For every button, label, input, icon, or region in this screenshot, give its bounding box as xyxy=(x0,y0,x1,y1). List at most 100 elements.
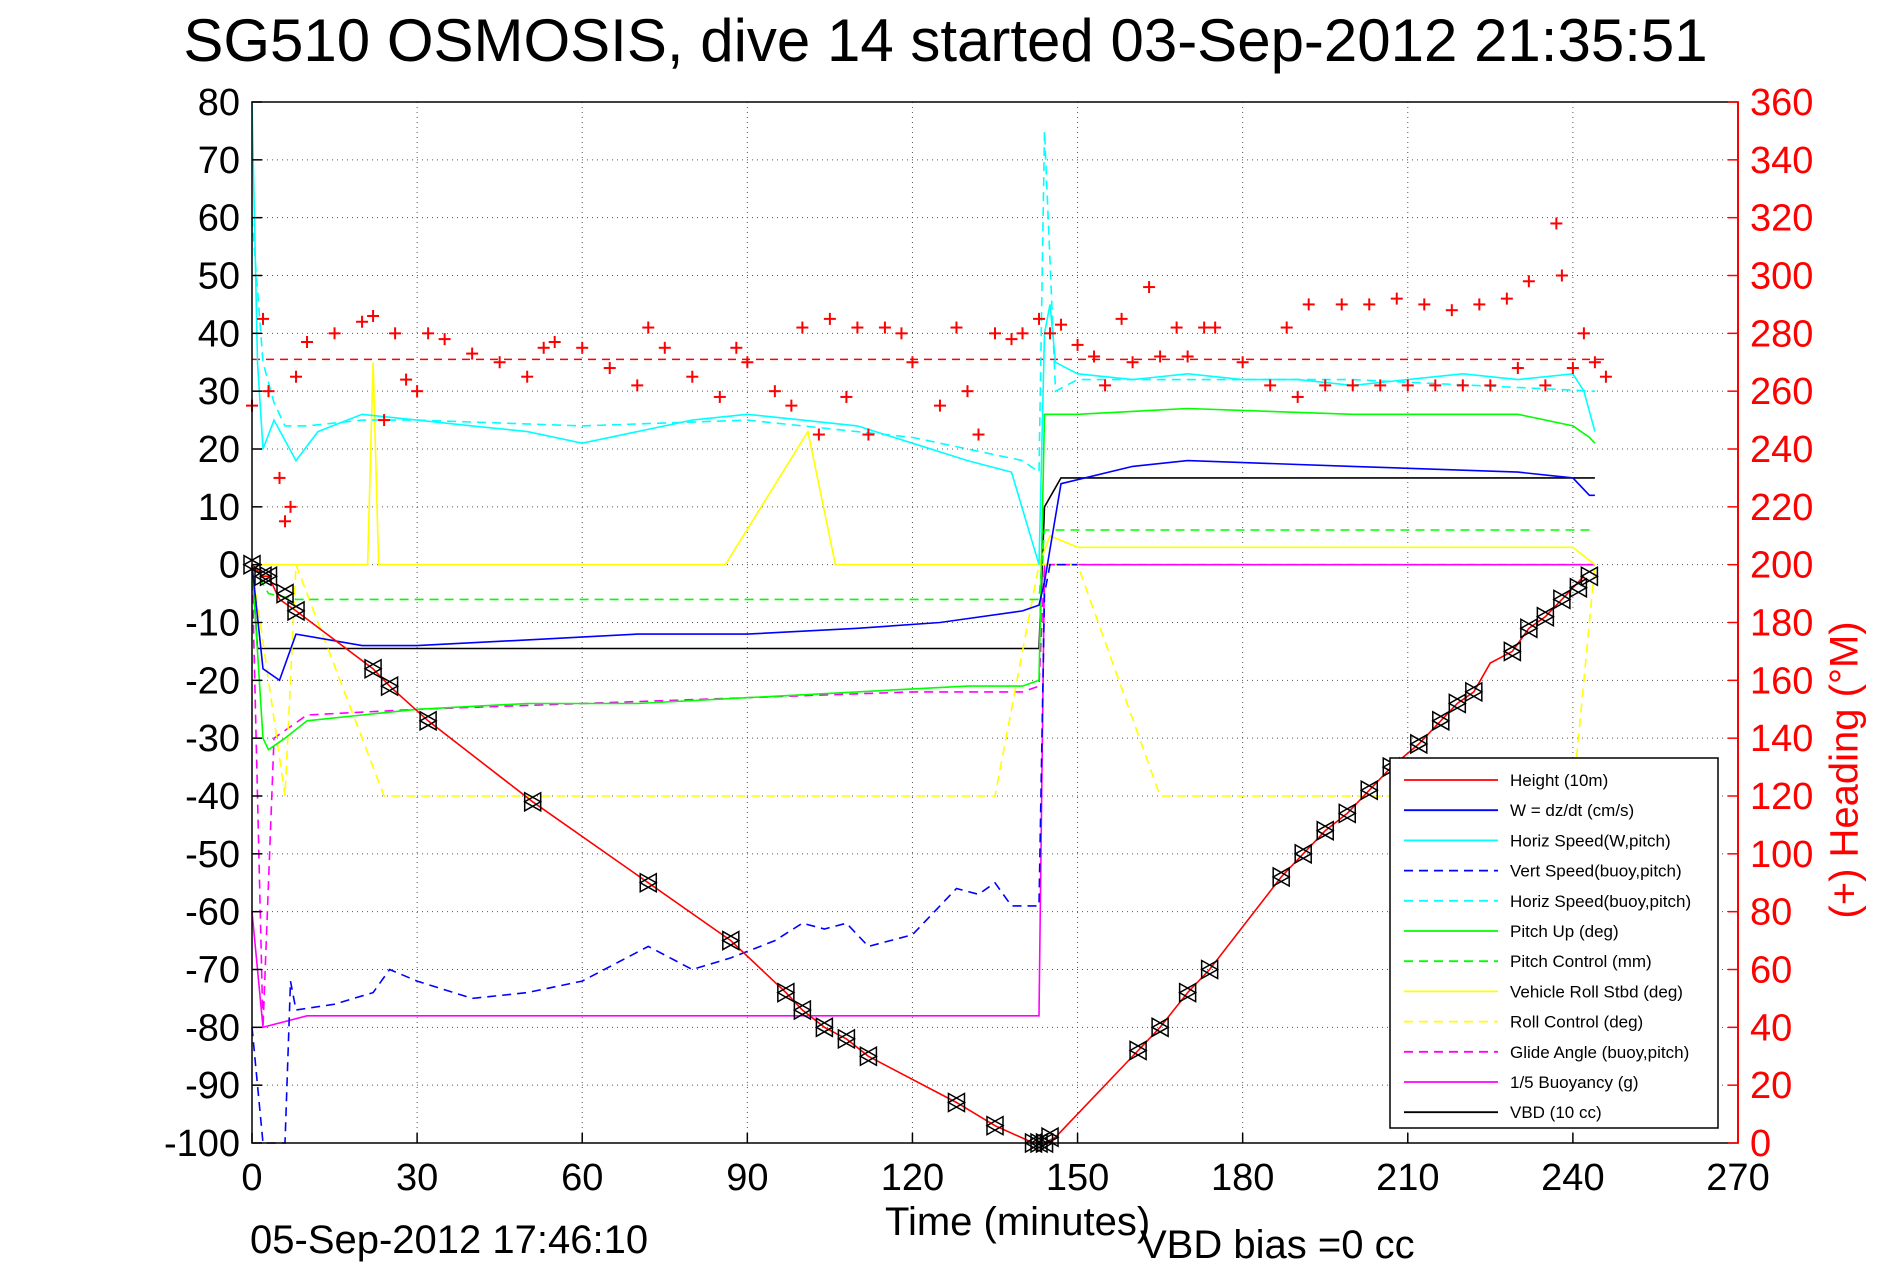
heading-point xyxy=(1005,333,1018,346)
y2-tick-label: 20 xyxy=(1750,1065,1792,1107)
heading-point xyxy=(1429,379,1442,392)
height-marker-left xyxy=(776,982,795,1003)
heading-point xyxy=(1511,362,1524,375)
y2-tick-label: 120 xyxy=(1750,776,1813,818)
heading-point xyxy=(493,356,506,369)
heading-point xyxy=(658,341,671,354)
heading-point xyxy=(796,321,809,334)
height-marker xyxy=(1409,733,1429,755)
height-marker xyxy=(1293,843,1313,865)
heading-point xyxy=(1126,356,1139,369)
height-marker-left xyxy=(286,600,305,622)
y2-tick-label: 0 xyxy=(1750,1123,1771,1165)
x-tick-label: 180 xyxy=(1211,1157,1274,1199)
y2-tick-label: 40 xyxy=(1750,1007,1792,1049)
series-glide-angle-buoy-pitch xyxy=(251,563,1595,1028)
heading-point xyxy=(1044,327,1057,340)
height-marker-left xyxy=(1271,866,1290,888)
height-marker xyxy=(1568,577,1588,599)
height-marker xyxy=(1200,959,1220,980)
height-marker-left xyxy=(792,999,812,1021)
height-marker-left xyxy=(1431,710,1450,732)
y-tick-label: -10 xyxy=(185,603,240,645)
height-marker-left xyxy=(1040,1126,1059,1148)
y-tick-label: 70 xyxy=(198,140,240,182)
y2-tick-label: 320 xyxy=(1750,198,1813,240)
legend-label: Vehicle Roll Stbd (deg) xyxy=(1510,982,1683,1001)
x-tick-label: 270 xyxy=(1706,1157,1769,1199)
height-marker-left xyxy=(1150,1017,1169,1038)
heading-point xyxy=(400,373,413,386)
heading-point xyxy=(1599,370,1612,383)
height-marker xyxy=(985,1115,1005,1136)
heading-point xyxy=(730,341,743,354)
heading-point xyxy=(1319,379,1332,392)
x-tick-label: 60 xyxy=(561,1157,603,1199)
series-w-dz-dt-cm-s xyxy=(251,459,1595,682)
heading-point xyxy=(989,327,1001,340)
generated-timestamp: 05-Sep-2012 17:46:10 xyxy=(250,1218,649,1262)
height-marker-left xyxy=(1337,803,1356,824)
x-tick-label: 150 xyxy=(1046,1157,1109,1199)
height-marker xyxy=(1040,1126,1060,1148)
height-marker xyxy=(776,982,796,1003)
legend-label: Pitch Up (deg) xyxy=(1510,922,1619,941)
heading-point xyxy=(262,385,275,398)
markers-layer xyxy=(242,217,1612,1154)
height-marker-left xyxy=(946,1092,966,1113)
height-marker-left xyxy=(814,1017,834,1038)
height-marker xyxy=(1447,693,1467,714)
height-marker-left xyxy=(1128,1040,1147,1061)
series-pitch-up-deg xyxy=(251,407,1596,751)
y2-tick-label: 200 xyxy=(1750,545,1813,587)
y-tick-label: 20 xyxy=(198,429,240,471)
heading-point xyxy=(279,515,292,528)
heading-point xyxy=(878,321,891,334)
y2-tick-label: 180 xyxy=(1750,603,1813,645)
y-tick-label: 80 xyxy=(198,82,240,124)
heading-point xyxy=(1539,379,1552,392)
series-pitch-control-mm xyxy=(251,529,1595,601)
x-tick-label: 120 xyxy=(881,1157,944,1199)
series-height-10m xyxy=(251,564,1585,1144)
x-tick-label: 210 xyxy=(1376,1157,1439,1199)
heading-point xyxy=(328,327,341,340)
y2-tick-label: 360 xyxy=(1750,82,1813,124)
heading-point xyxy=(1555,269,1568,282)
heading-point xyxy=(1473,298,1486,311)
height-marker-left xyxy=(638,872,658,894)
heading-point xyxy=(1588,356,1601,369)
height-marker xyxy=(836,1028,856,1050)
heading-point xyxy=(1445,304,1458,317)
series-layer xyxy=(251,101,1606,1144)
y2-tick-label: 340 xyxy=(1750,140,1813,182)
y-tick-label: -80 xyxy=(185,1007,240,1049)
heading-point xyxy=(1181,350,1194,363)
height-marker xyxy=(1178,982,1198,1003)
heading-point xyxy=(356,315,369,328)
height-marker xyxy=(1337,803,1357,824)
heading-point xyxy=(603,362,616,375)
heading-point xyxy=(537,341,550,354)
legend-label: Horiz Speed(buoy,pitch) xyxy=(1510,892,1691,911)
height-marker-left xyxy=(258,565,278,587)
height-marker-left xyxy=(1552,589,1571,610)
y-tick-label: -100 xyxy=(164,1123,240,1165)
y-tick-label: 0 xyxy=(219,545,240,587)
heading-point xyxy=(1033,312,1046,325)
heading-point xyxy=(972,428,985,441)
heading-point xyxy=(906,356,919,369)
heading-point xyxy=(1264,379,1277,392)
heading-point xyxy=(1401,379,1414,392)
heading-point xyxy=(1055,318,1068,331)
height-marker-left xyxy=(523,791,542,813)
heading-point xyxy=(1198,321,1211,334)
series-horiz-speed-w-pitch xyxy=(251,101,1596,565)
height-marker xyxy=(638,872,658,894)
heading-point xyxy=(840,390,853,403)
heading-point xyxy=(1374,379,1387,392)
heading-point xyxy=(1363,298,1376,311)
height-marker-left xyxy=(1200,959,1219,980)
height-marker-left xyxy=(1315,820,1334,841)
height-marker xyxy=(286,600,306,622)
